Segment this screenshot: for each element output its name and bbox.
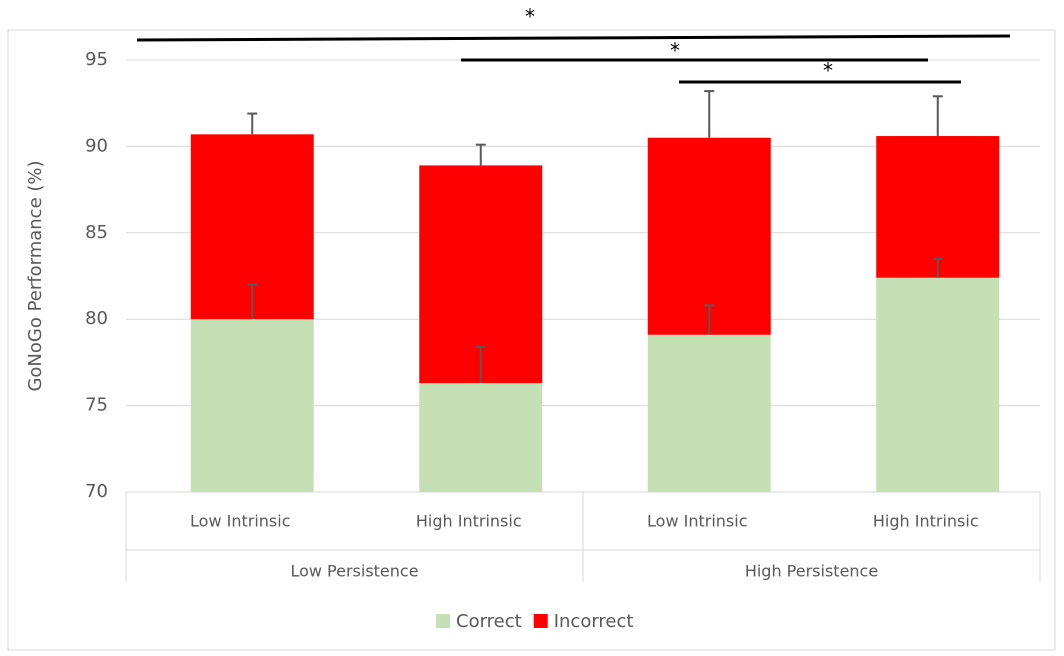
bar-segment: [647, 334, 771, 492]
group-label: High Persistence: [745, 562, 878, 581]
legend-swatch: [436, 614, 450, 628]
legend-label: Correct: [456, 611, 522, 632]
y-tick-label: 85: [85, 222, 108, 243]
error-bar: [247, 283, 258, 320]
chart-border: [7, 29, 1056, 651]
bar-segment: [876, 277, 1000, 492]
significance-line: [136, 34, 1011, 42]
error-bar: [932, 257, 943, 278]
group-label: Low Persistence: [290, 562, 418, 581]
error-bar: [475, 345, 486, 384]
x-tick-label: Low Intrinsic: [647, 512, 747, 531]
error-bar: [932, 95, 943, 137]
y-axis-label: GoNoGo Performance (%): [25, 160, 46, 391]
significance-star: *: [670, 39, 680, 63]
y-tick-label: 75: [85, 395, 108, 416]
legend-swatch: [533, 614, 548, 628]
legend-label: Incorrect: [554, 611, 634, 632]
bar-segment: [647, 137, 771, 335]
bar-segment: [419, 383, 543, 492]
error-bar: [475, 143, 486, 166]
bar-segment: [876, 136, 1000, 278]
x-tick-label: Low Intrinsic: [190, 512, 290, 531]
error-bar: [704, 90, 715, 138]
significance-star: *: [525, 5, 535, 29]
x-tick-label: High Intrinsic: [416, 512, 522, 531]
significance-star: *: [823, 59, 833, 83]
bar-segment: [190, 319, 314, 492]
y-tick-label: 70: [85, 481, 108, 502]
y-tick-label: 95: [85, 49, 108, 70]
y-tick-label: 90: [85, 135, 108, 156]
x-tick-label: High Intrinsic: [873, 512, 979, 531]
error-bar: [704, 304, 715, 335]
y-tick-label: 80: [85, 308, 108, 329]
error-bar: [247, 112, 258, 135]
